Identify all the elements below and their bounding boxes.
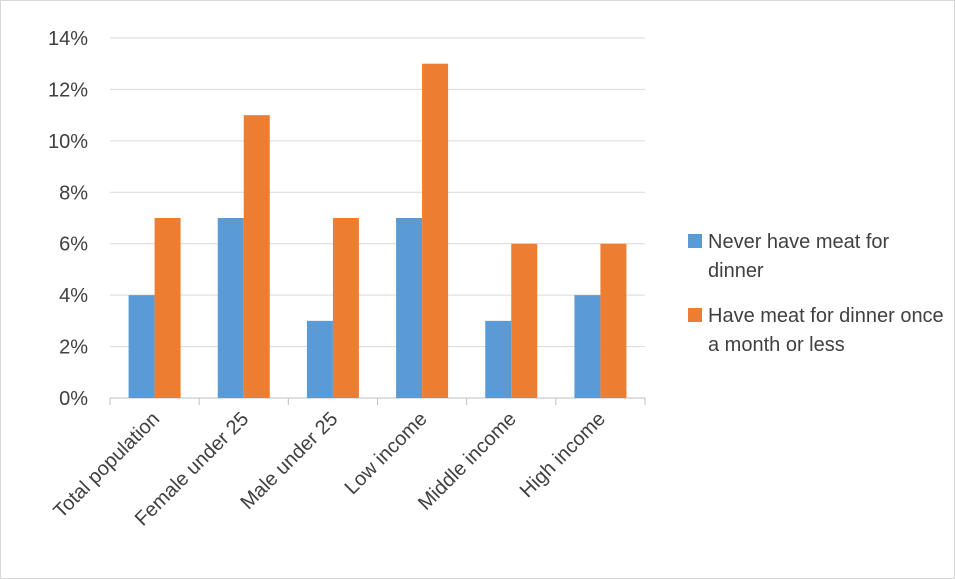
bar-series1-3: [422, 63, 449, 398]
bar-series1-2: [332, 218, 359, 398]
bar-series0-1: [217, 218, 244, 398]
legend: Never have meat for dinner Have meat for…: [688, 228, 950, 376]
bar-series0-5: [574, 295, 601, 398]
legend-swatch-never-meat: [688, 234, 702, 248]
y-tick-label-7: 14%: [48, 28, 88, 50]
bar-series0-4: [485, 320, 512, 398]
bar-series1-0: [154, 218, 181, 398]
bar-series1-5: [600, 243, 627, 398]
y-tick-label-1: 2%: [59, 337, 88, 359]
y-tick-label-2: 4%: [59, 285, 88, 307]
legend-label-never-meat: Never have meat for dinner: [708, 231, 890, 282]
x-tick-label-5: High income: [516, 408, 610, 502]
y-tick-label-5: 10%: [48, 131, 88, 153]
bar-series1-4: [511, 243, 538, 398]
legend-label-monthly-meat: Have meat for dinner once a month or les…: [708, 305, 944, 356]
bar-series1-1: [243, 115, 270, 399]
y-tick-label-4: 8%: [59, 182, 88, 204]
x-tick-label-3: Low income: [341, 408, 432, 499]
legend-item-monthly-meat: Have meat for dinner once a month or les…: [688, 302, 950, 360]
bar-series0-2: [306, 320, 333, 398]
legend-item-never-meat: Never have meat for dinner: [688, 228, 950, 286]
y-tick-label-3: 6%: [59, 234, 88, 256]
bar-series0-0: [128, 295, 155, 398]
legend-swatch-monthly-meat: [688, 308, 702, 322]
y-tick-label-0: 0%: [59, 388, 88, 410]
y-tick-label-6: 12%: [48, 79, 88, 101]
bar-series0-3: [396, 218, 423, 398]
